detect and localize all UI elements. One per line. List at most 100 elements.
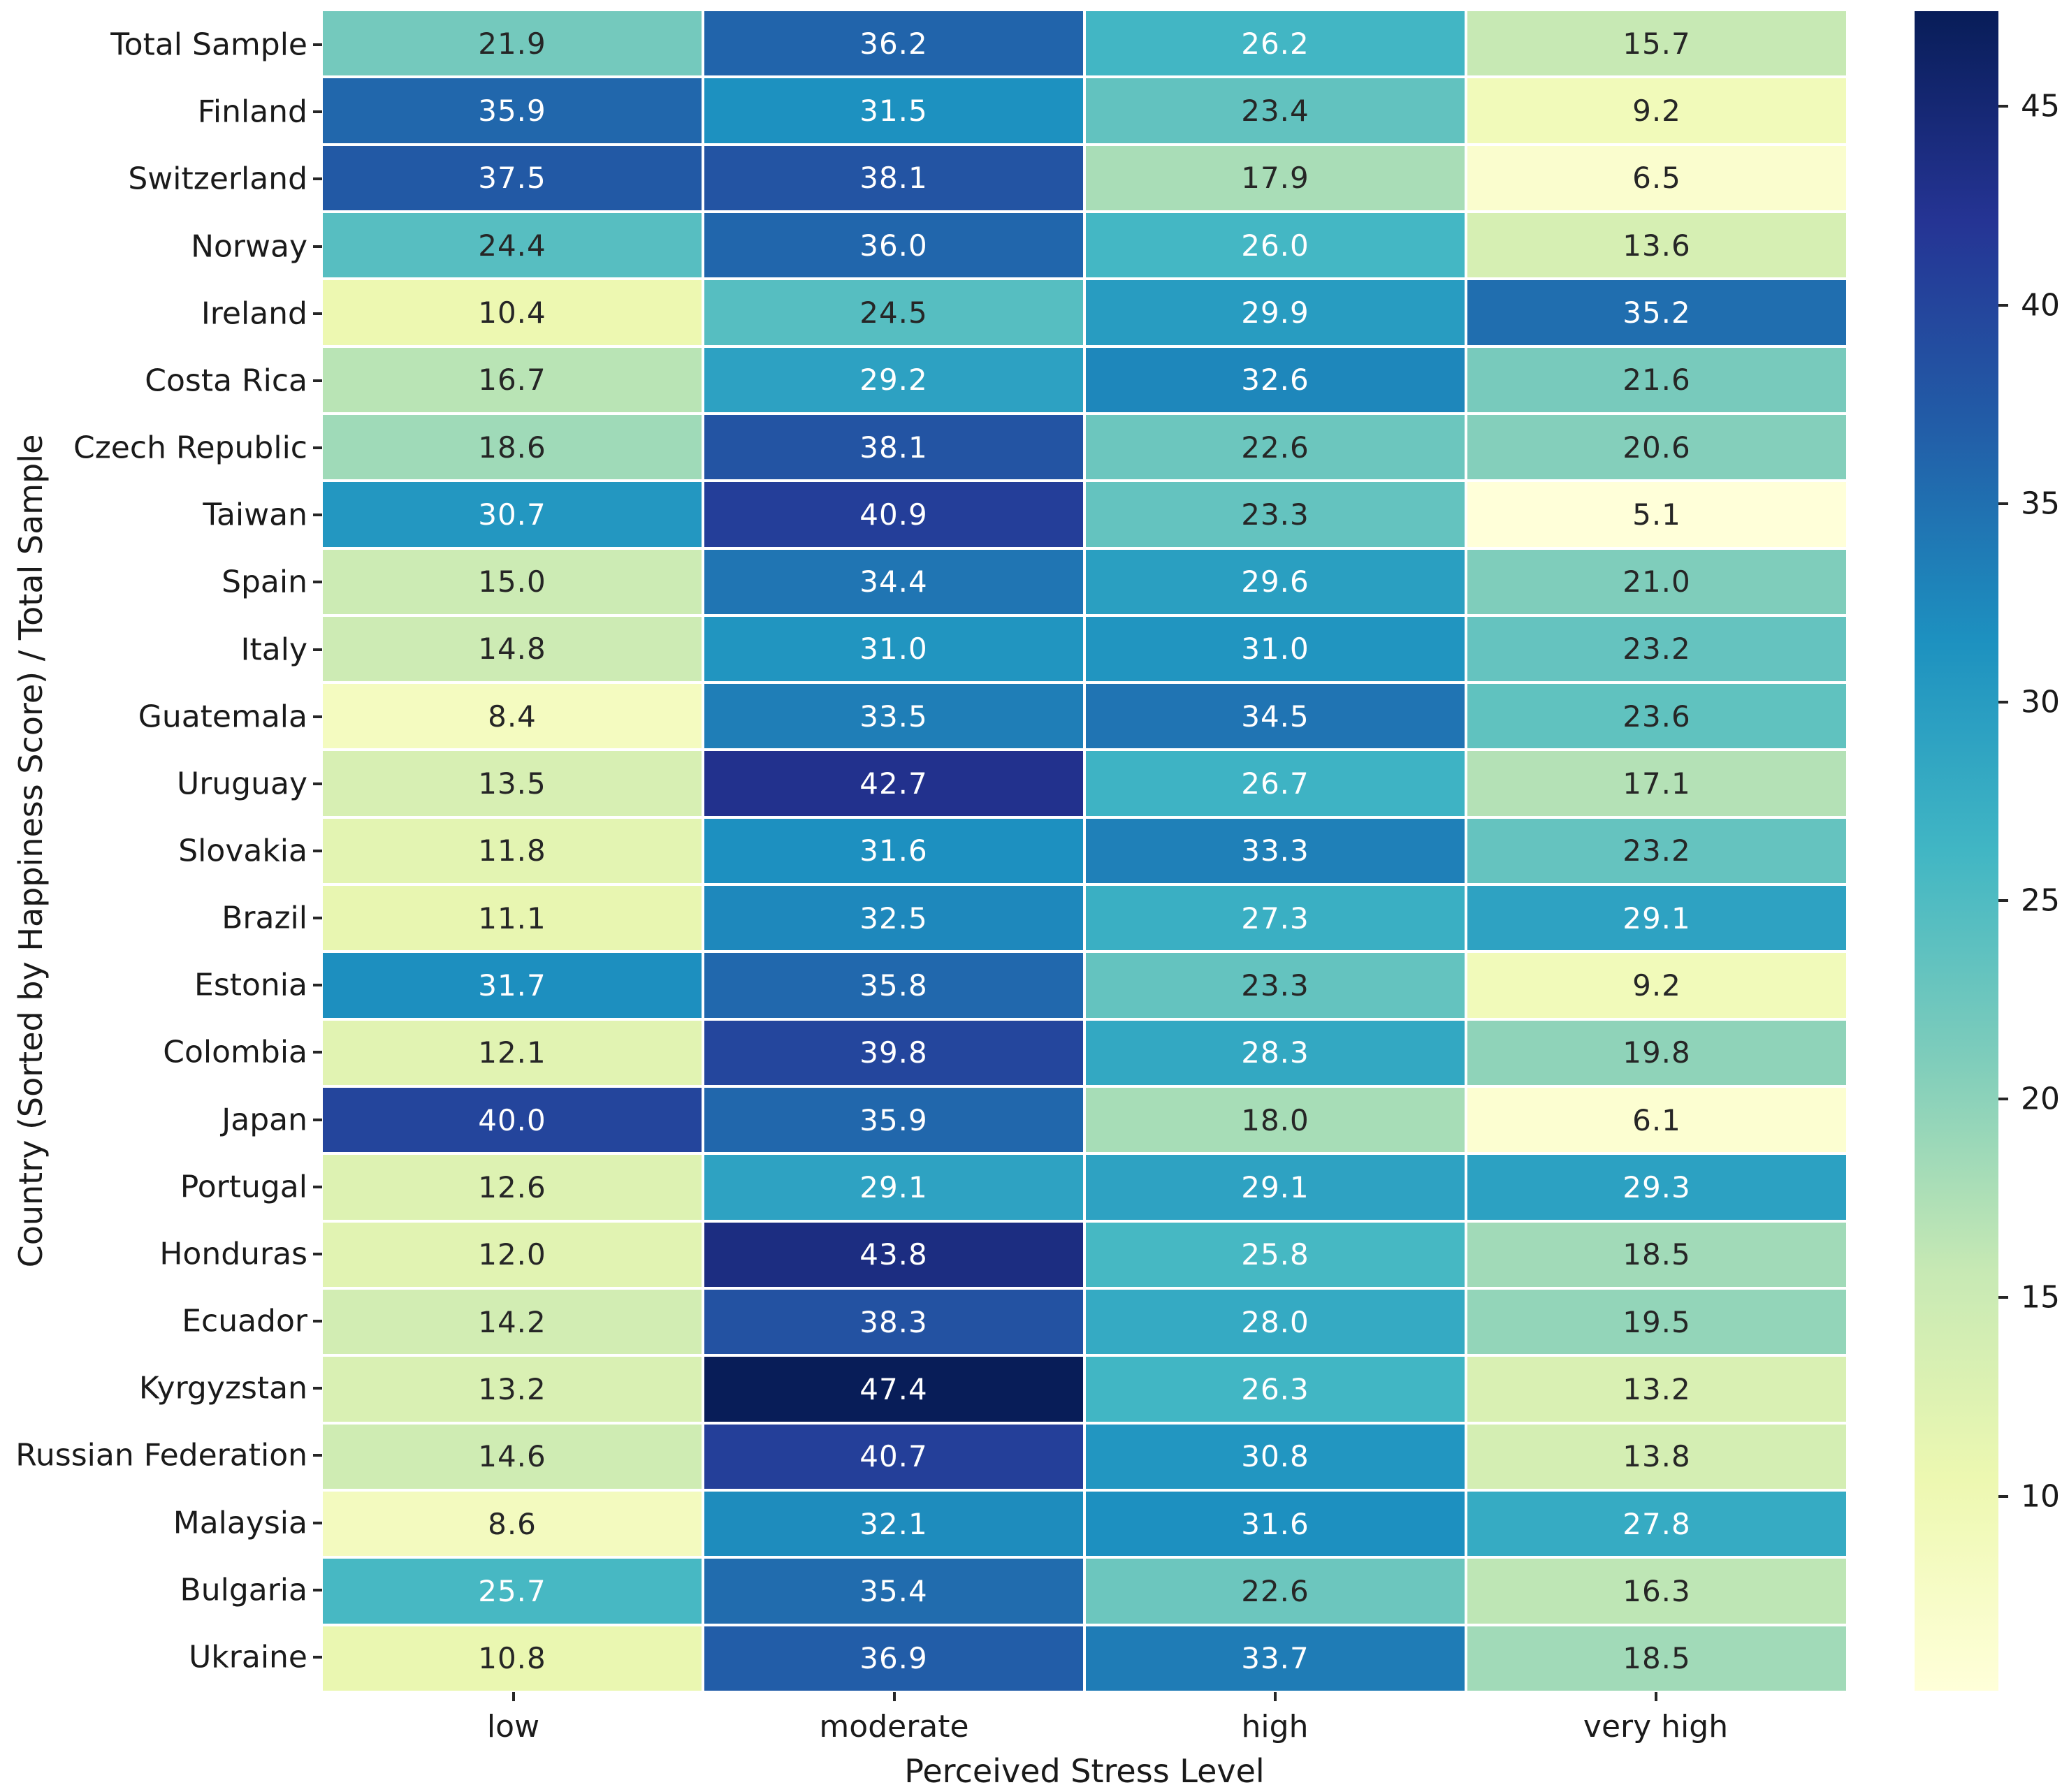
heatmap-cell: 17.1 <box>1467 751 1846 816</box>
heatmap-cell: 13.2 <box>323 1357 702 1422</box>
row-label: Spain <box>222 564 307 600</box>
heatmap-cell: 26.7 <box>1086 751 1465 816</box>
row-label: Norway <box>191 228 307 265</box>
y-tick-mark <box>313 917 322 920</box>
y-tick-mark <box>313 1655 322 1659</box>
heatmap-cell: 35.9 <box>704 1088 1083 1153</box>
heatmap-cell: 39.8 <box>704 1020 1083 1086</box>
y-tick-mark <box>313 245 322 248</box>
colorbar-tick-label: 45 <box>2021 88 2060 124</box>
heatmap-cell: 13.2 <box>1467 1357 1846 1422</box>
heatmap-cell: 18.5 <box>1467 1626 1846 1691</box>
row-label: Slovakia <box>178 833 307 869</box>
y-tick-mark <box>313 1118 322 1121</box>
row-label: Japan <box>222 1102 307 1138</box>
row-label: Bulgaria <box>180 1572 307 1608</box>
heatmap-cell: 8.6 <box>323 1492 702 1557</box>
heatmap-cell: 21.6 <box>1467 347 1846 412</box>
heatmap-cell: 37.5 <box>323 145 702 210</box>
heatmap-cell: 15.0 <box>323 549 702 614</box>
heatmap-cell: 30.7 <box>323 482 702 547</box>
heatmap-cell: 11.8 <box>323 818 702 884</box>
colorbar <box>1915 11 1998 1691</box>
x-axis-title: Perceived Stress Level <box>904 1752 1265 1790</box>
heatmap-cell: 43.8 <box>704 1222 1083 1288</box>
y-tick-mark <box>313 648 322 651</box>
colorbar-tick-mark <box>1998 1296 2008 1299</box>
heatmap-cell: 26.0 <box>1086 212 1465 278</box>
heatmap-cell: 34.4 <box>704 549 1083 614</box>
y-tick-mark <box>313 1051 322 1054</box>
y-tick-mark <box>313 1521 322 1524</box>
y-tick-mark <box>313 850 322 852</box>
heatmap-cell: 27.3 <box>1086 886 1465 951</box>
y-tick-mark <box>313 177 322 181</box>
heatmap-cell: 23.3 <box>1086 953 1465 1018</box>
heatmap-cell: 17.9 <box>1086 145 1465 210</box>
x-tick-mark <box>1654 1692 1657 1701</box>
colorbar-tick-label: 15 <box>2021 1279 2060 1316</box>
colorbar-tick-label: 25 <box>2021 882 2060 919</box>
heatmap-cell: 40.7 <box>704 1424 1083 1489</box>
heatmap: 21.9 36.2 26.2 15.7 35.9 31.5 23.4 9.2 37.5 38.1 1… <box>323 11 1846 1691</box>
heatmap-cell: 24.5 <box>704 280 1083 345</box>
heatmap-cell: 31.6 <box>704 818 1083 884</box>
heatmap-cell: 40.0 <box>323 1088 702 1153</box>
heatmap-cell: 13.5 <box>323 751 702 816</box>
heatmap-cell: 28.0 <box>1086 1290 1465 1355</box>
heatmap-cell: 21.9 <box>323 11 702 76</box>
row-label: Estonia <box>194 967 307 1003</box>
heatmap-cell: 32.1 <box>704 1492 1083 1557</box>
colorbar-tick-label: 40 <box>2021 287 2060 323</box>
colorbar-tick-mark <box>1998 899 2008 903</box>
heatmap-cell: 19.5 <box>1467 1290 1846 1355</box>
heatmap-cell: 21.0 <box>1467 549 1846 614</box>
y-tick-mark <box>313 1588 322 1591</box>
heatmap-cell: 9.2 <box>1467 953 1846 1018</box>
x-tick-label: moderate <box>819 1709 969 1744</box>
heatmap-cell: 14.6 <box>323 1424 702 1489</box>
heatmap-cell: 38.3 <box>704 1290 1083 1355</box>
colorbar-tick-label: 35 <box>2021 486 2060 522</box>
y-tick-mark <box>313 581 322 584</box>
heatmap-cell: 33.3 <box>1086 818 1465 884</box>
heatmap-cell: 27.8 <box>1467 1492 1846 1557</box>
heatmap-cell: 31.6 <box>1086 1492 1465 1557</box>
heatmap-cell: 16.3 <box>1467 1559 1846 1624</box>
colorbar-tick-label: 10 <box>2021 1478 2060 1515</box>
heatmap-cell: 47.4 <box>704 1357 1083 1422</box>
colorbar-tick-mark <box>1998 502 2008 505</box>
heatmap-cell: 16.7 <box>323 347 702 412</box>
heatmap-cell: 22.6 <box>1086 414 1465 480</box>
colorbar-tick-mark <box>1998 1098 2008 1101</box>
y-tick-mark <box>313 984 322 987</box>
heatmap-cell: 29.1 <box>1467 886 1846 951</box>
heatmap-cell: 20.6 <box>1467 414 1846 480</box>
heatmap-cell: 9.2 <box>1467 78 1846 143</box>
heatmap-cell: 35.4 <box>704 1559 1083 1624</box>
row-label: Uruguay <box>177 766 307 802</box>
heatmap-cell: 11.1 <box>323 886 702 951</box>
heatmap-cell: 23.2 <box>1467 818 1846 884</box>
x-tick-mark <box>892 1692 896 1701</box>
heatmap-cell: 29.6 <box>1086 549 1465 614</box>
y-tick-mark <box>313 513 322 517</box>
heatmap-cell: 31.5 <box>704 78 1083 143</box>
row-label: Honduras <box>159 1236 307 1272</box>
heatmap-cell: 14.2 <box>323 1290 702 1355</box>
row-label: Portugal <box>180 1169 307 1205</box>
y-axis-title: Country (Sorted by Happiness Score) / To… <box>12 434 50 1268</box>
y-tick-mark <box>313 110 322 114</box>
heatmap-cell: 26.3 <box>1086 1357 1465 1422</box>
heatmap-cell: 23.6 <box>1467 684 1846 749</box>
heatmap-cell: 10.8 <box>323 1626 702 1691</box>
heatmap-cell: 6.1 <box>1467 1088 1846 1153</box>
heatmap-cell: 38.1 <box>704 145 1083 210</box>
y-tick-mark <box>313 1185 322 1188</box>
row-label: Ecuador <box>182 1303 307 1339</box>
heatmap-cell: 12.6 <box>323 1155 702 1220</box>
heatmap-cell: 13.8 <box>1467 1424 1846 1489</box>
heatmap-cell: 29.1 <box>704 1155 1083 1220</box>
heatmap-cell: 33.7 <box>1086 1626 1465 1691</box>
